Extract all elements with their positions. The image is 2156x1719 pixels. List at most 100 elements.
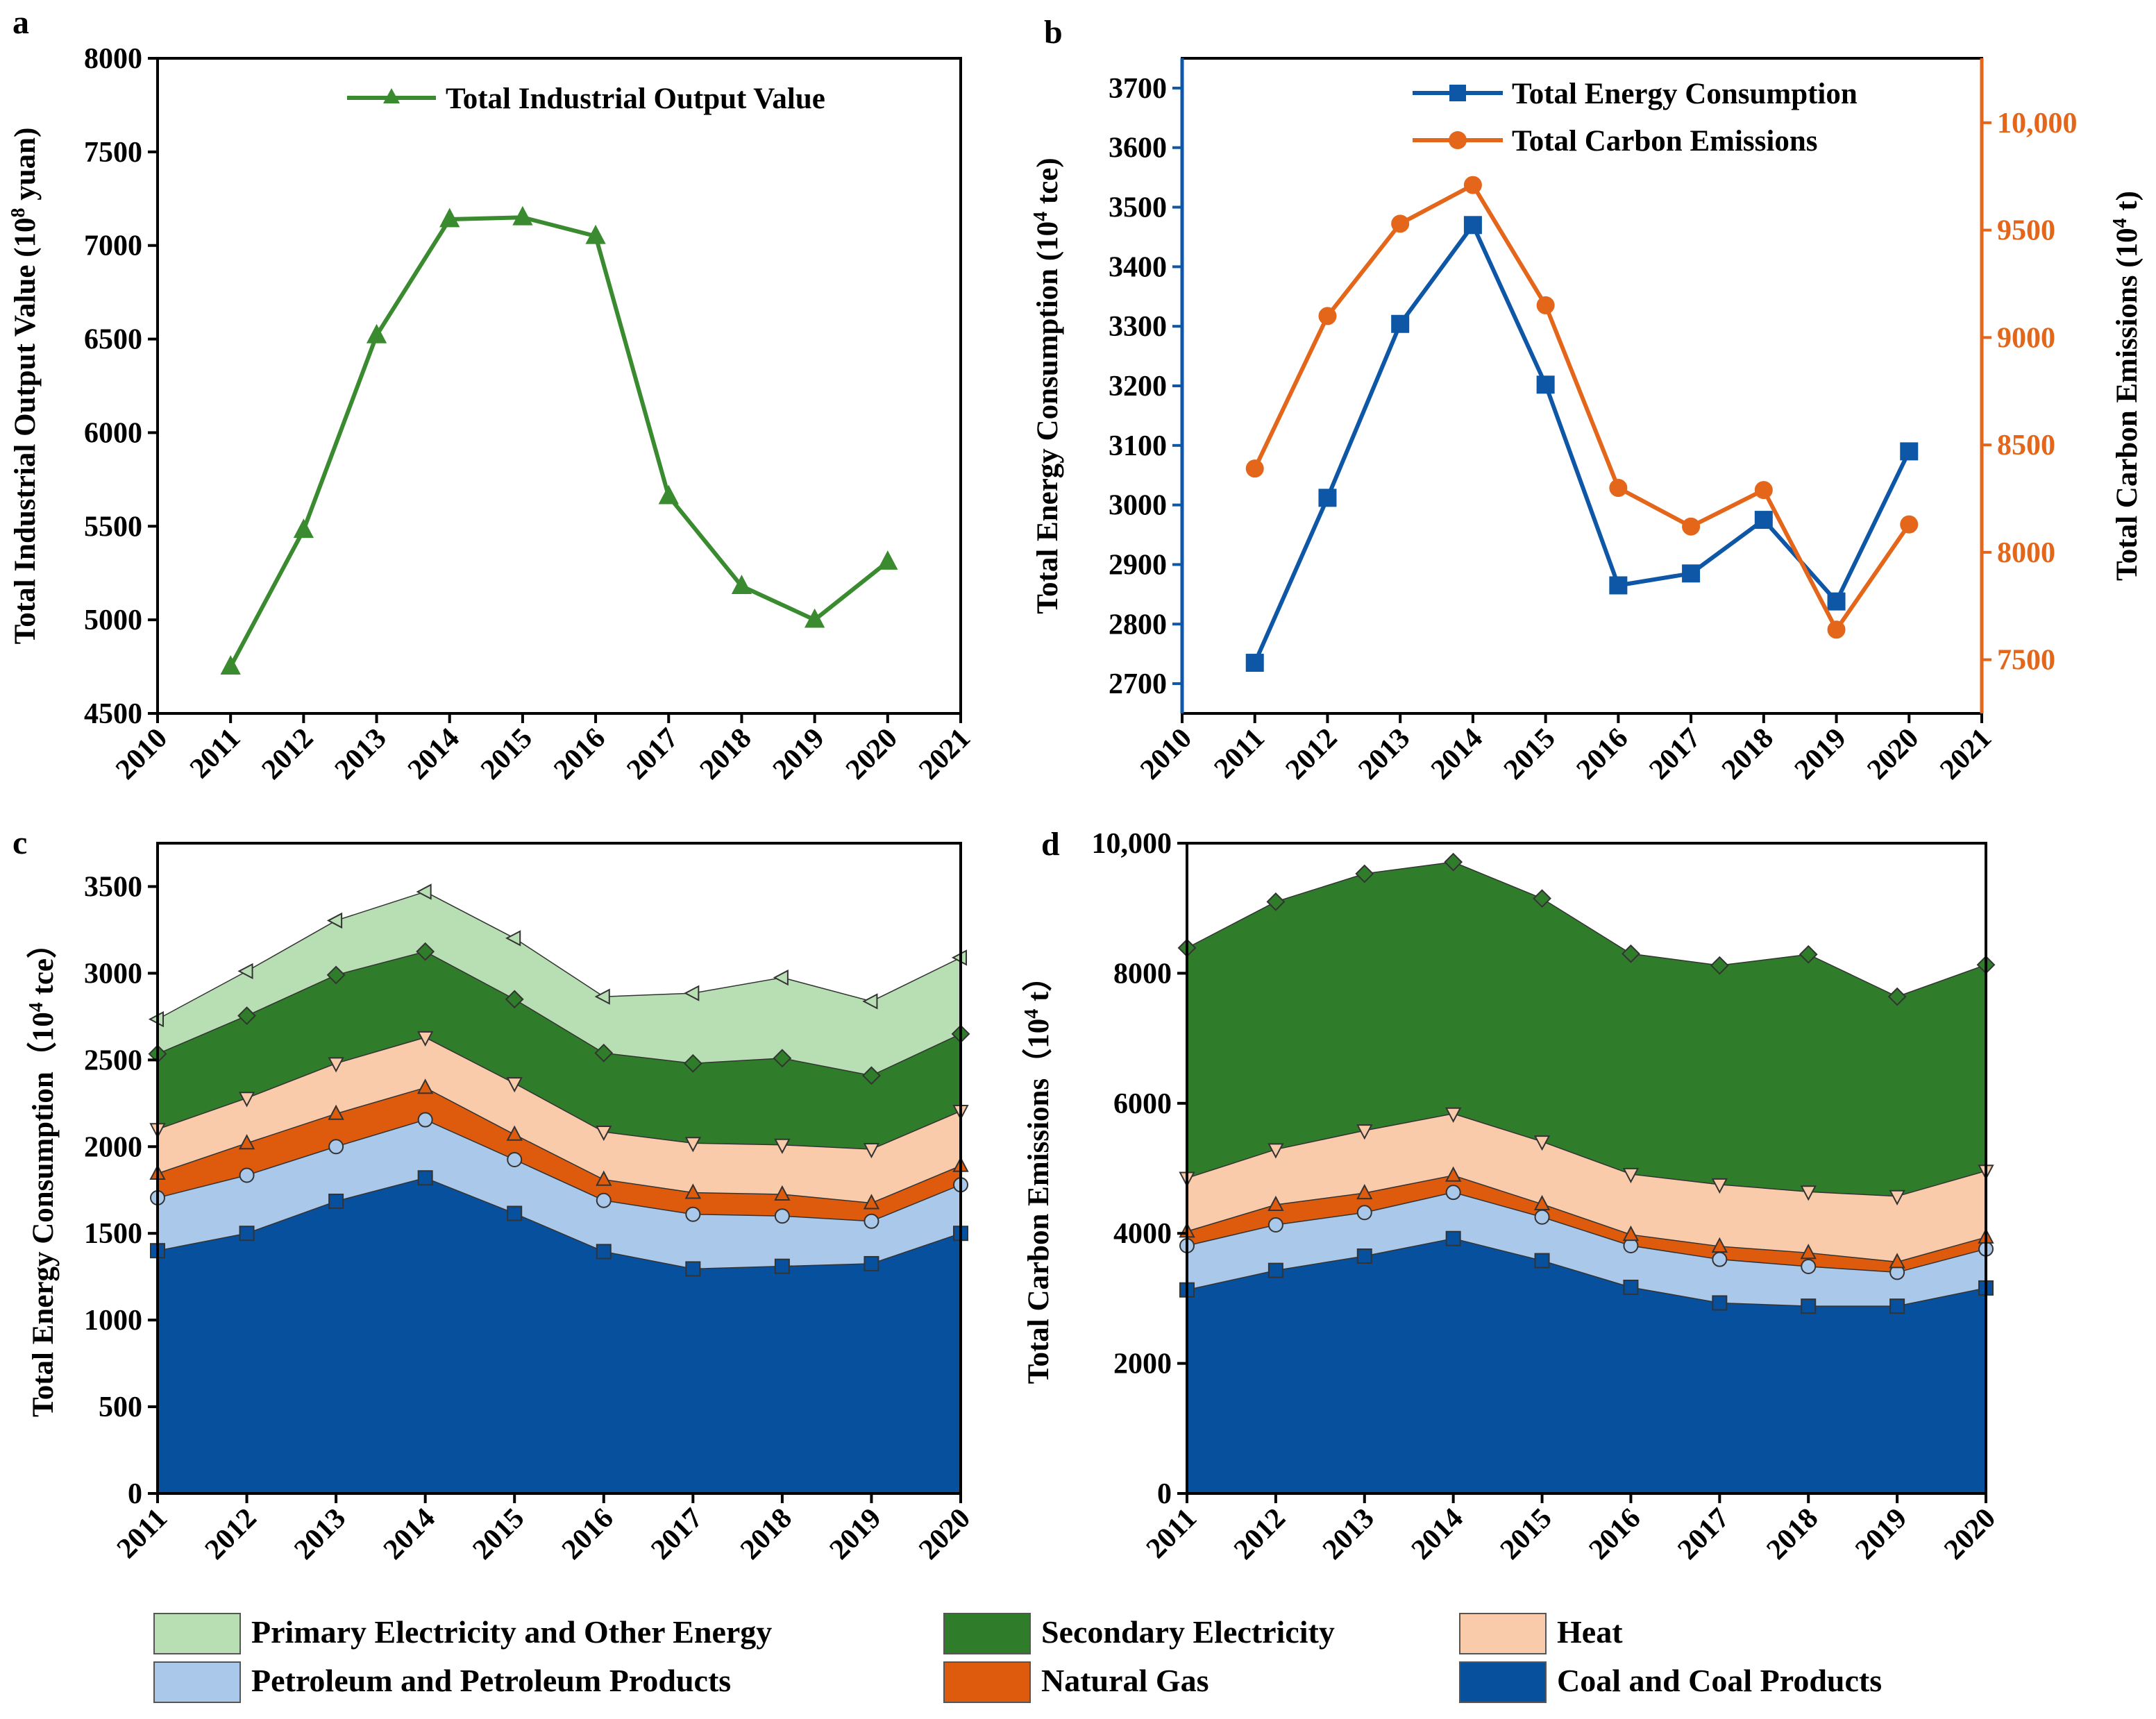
a-y-tick-label: 7500 (84, 137, 142, 169)
d-data-point (1268, 1143, 1284, 1159)
b-data-point (1391, 314, 1410, 333)
panel-label-d: d (1041, 826, 1060, 863)
c-data-point (596, 1192, 612, 1208)
b-data-point (1609, 479, 1628, 498)
c-data-point (863, 1194, 880, 1210)
d-data-point (1534, 1209, 1550, 1225)
a-y-tick-label: 5000 (84, 604, 142, 636)
c-y-tick-label: 2500 (84, 1044, 142, 1076)
b-left-y-tick-label: 3600 (1109, 133, 1167, 164)
panel-b: b 2700 2800 2900 3000 3100 3200 3300 3400 3500 36… (1030, 14, 2144, 786)
d-data-point (1622, 1167, 1640, 1184)
c-data-point (505, 930, 521, 947)
legend-label: Secondary Electricity (1041, 1614, 1335, 1650)
c-y-tick-label: 3000 (84, 958, 142, 990)
c-data-point (685, 1206, 701, 1222)
panel-label-b: b (1044, 14, 1063, 51)
c-y-tick-label: 2000 (84, 1131, 142, 1163)
a-legend: Total Industrial Output Value (347, 83, 825, 115)
d-data-point (1356, 1124, 1373, 1140)
c-data-point (328, 1057, 344, 1073)
c-data-point (596, 1170, 612, 1186)
c-data-point (328, 1193, 344, 1209)
c-data-point (239, 1226, 255, 1242)
c-data-point (239, 1167, 255, 1183)
d-data-point (1355, 864, 1374, 883)
c-data-point (417, 1031, 434, 1047)
b-left-y-tick-label: 3100 (1109, 430, 1167, 462)
d-data-point (1533, 889, 1551, 908)
c-data-point (506, 1077, 523, 1093)
d-y-tick-label: 0 (1157, 1478, 1172, 1510)
d-data-point (1445, 1107, 1462, 1123)
b-left-axis-label: Total Energy Consumption (104 tce) (1030, 158, 1065, 613)
d-data-point (1356, 1205, 1372, 1221)
a-x-tick-label: 2021 (913, 722, 977, 786)
c-x-tick-label: 2015 (466, 1502, 530, 1566)
d-data-point (1356, 1183, 1373, 1200)
b-data-point (1391, 214, 1410, 233)
c-data-point (684, 985, 700, 1001)
d-x-tick-label: 2015 (1494, 1502, 1558, 1566)
a-x-tick-label: 2011 (184, 722, 246, 785)
d-data-point (1711, 1237, 1728, 1253)
b-right-y-tick-label: 10,000 (1997, 108, 2078, 139)
c-data-point (507, 1152, 523, 1168)
b-data-point (1245, 654, 1264, 672)
a-x-tick-label: 2014 (402, 722, 466, 786)
b-right-y-tick-label: 8000 (1997, 537, 2055, 569)
d-x-tick-label: 2017 (1671, 1502, 1735, 1566)
a-data-point (366, 323, 387, 344)
a-legend-label: Total Industrial Output Value (446, 83, 825, 115)
a-x-tick-label: 2013 (329, 722, 393, 786)
d-y-tick-label: 10,000 (1092, 828, 1172, 860)
a-series-line (228, 215, 889, 668)
b-data-point (1463, 176, 1482, 194)
a-data-point (658, 484, 679, 505)
c-data-point (416, 942, 435, 961)
d-data-point (1801, 1298, 1817, 1314)
a-y-tick-label: 6500 (84, 324, 142, 356)
b-data-point (1754, 481, 1773, 500)
d-data-point (1356, 1248, 1372, 1264)
c-data-point (773, 969, 789, 986)
b-data-point (1900, 515, 1919, 534)
d-data-point (1445, 1230, 1461, 1246)
b-right-y-tick-label: 9000 (1997, 322, 2055, 354)
b-x-tick-label: 2013 (1352, 722, 1416, 786)
b-data-point (1245, 459, 1264, 478)
panel-label-c: c (12, 824, 27, 861)
b-left-y-tick-label: 3700 (1109, 73, 1167, 105)
c-data-point (596, 1244, 612, 1260)
c-data-point (505, 990, 524, 1009)
c-data-point (683, 1053, 702, 1073)
b-x-tick-label: 2015 (1498, 722, 1562, 786)
c-data-point (506, 1125, 523, 1141)
d-data-point (1445, 1166, 1462, 1182)
legend-swatch (153, 1661, 241, 1703)
c-data-point (238, 1134, 255, 1150)
legend-label: Primary Electricity and Other Energy (251, 1614, 772, 1650)
c-data-point (417, 1112, 433, 1128)
d-data-point (1712, 1295, 1728, 1311)
a-series (220, 205, 898, 675)
c-data-point (417, 1078, 434, 1094)
b-data-point (1463, 216, 1482, 235)
d-y-tick-label: 4000 (1113, 1218, 1172, 1250)
c-x-tick-label: 2013 (288, 1502, 352, 1566)
a-data-point (585, 224, 606, 244)
d-data-point (1622, 1225, 1640, 1242)
b-x-tick-label: 2011 (1208, 722, 1271, 785)
c-data-point (863, 1143, 880, 1159)
b-left-y-tick-label: 2800 (1109, 609, 1167, 641)
a-x-tick-label: 2019 (767, 722, 831, 786)
c-data-point (685, 1261, 701, 1277)
a-data-point (877, 550, 898, 570)
a-x-tick-label: 2017 (621, 722, 684, 786)
b-left-y-tick-label: 3200 (1109, 371, 1167, 403)
b-right-y-tick-label: 9500 (1997, 215, 2055, 247)
c-data-point (237, 963, 253, 980)
c-x-tick-label: 2014 (378, 1502, 441, 1566)
a-data-point (512, 205, 533, 226)
d-x-tick-label: 2016 (1583, 1502, 1647, 1566)
